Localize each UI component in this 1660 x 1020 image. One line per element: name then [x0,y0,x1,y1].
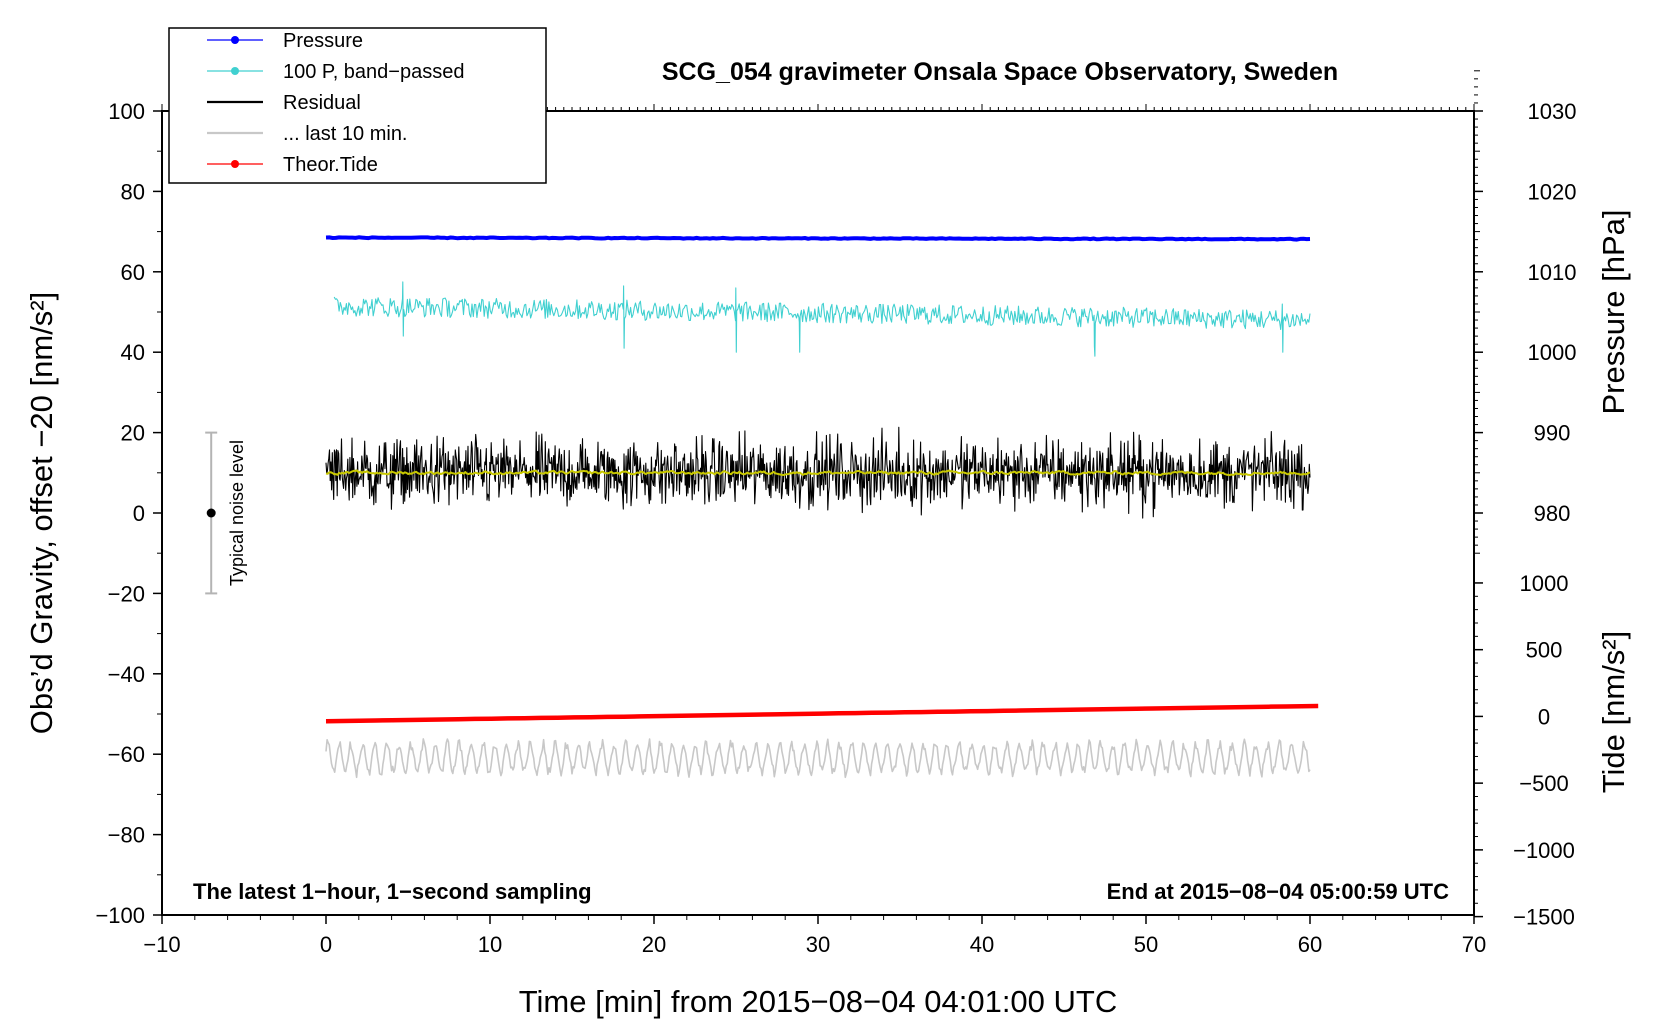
tide-tick-label: 1000 [1520,571,1569,596]
pressure-tick-label: 1030 [1528,99,1577,124]
y-tick-label: 100 [108,99,145,124]
plot-frame [161,110,1475,916]
x-tick-label: 60 [1298,932,1322,957]
x-tick-label: 50 [1134,932,1158,957]
legend: Pressure 100 P, band−passed Residual ... la… [168,27,547,184]
y-tick-label: 0 [133,501,145,526]
y-tick-label: 40 [121,340,145,365]
tide-tick-label: 500 [1526,638,1563,663]
pressure-tick-label: 980 [1534,501,1571,526]
pressure-tick-label: 1020 [1528,179,1577,204]
tide-tick-label: −1000 [1513,838,1575,863]
y-tick-label: −60 [108,742,145,767]
legend-label: Residual [283,92,361,114]
legend-label: 100 P, band−passed [283,61,464,83]
residual-line [325,426,1311,519]
y-tick-label: 20 [121,421,145,446]
pressure-tick-label: 1000 [1528,340,1577,365]
legend-marker [231,67,239,75]
x-tick-label: 20 [642,932,666,957]
note-bottom-right: End at 2015−08−04 05:00:59 UTC [1107,879,1450,904]
y-tick-label: −40 [108,662,145,687]
tide-tick-label: 0 [1538,704,1550,729]
x-tick-label: 40 [970,932,994,957]
y-tick-label: 80 [121,179,145,204]
y-axis-title-pressure: Pressure [hPa] [1596,209,1631,414]
y-tick-label: 60 [121,260,145,285]
tide-tick-label: −1500 [1513,905,1575,930]
noise-level-indicator: Typical noise level [205,431,247,595]
x-axis-title: Time [min] from 2015−08−04 04:01:00 UTC [519,984,1118,1019]
noise-bar-dot [206,508,216,518]
tide-tick-label: −500 [1519,771,1569,796]
y-tick-label: −100 [95,903,145,928]
x-tick-label: 70 [1462,932,1486,957]
y-tick-label: −80 [108,823,145,848]
note-bottom-left: The latest 1−hour, 1−second sampling [193,879,592,904]
legend-box [168,27,547,184]
y-tick-label: −20 [108,581,145,606]
y-axis-title-left: Obs’d Gravity, offset −20 [nm/s²] [24,292,59,735]
legend-marker [231,160,239,168]
y-axis-title-tide: Tide [nm/s²] [1596,631,1631,794]
chart-title: SCG_054 gravimeter Onsala Space Observat… [662,58,1338,86]
x-tick-label: 0 [320,932,332,957]
noise-bar-label: Typical noise level [227,440,247,586]
x-tick-label: −10 [143,932,180,957]
series-layer [325,235,1319,779]
legend-marker [231,36,239,44]
x-tick-label: 10 [478,932,502,957]
legend-label: Theor.Tide [283,154,378,176]
tide-line [325,703,1319,724]
residual-smoothed-line [325,469,1311,477]
band-passed-line [333,281,1311,357]
legend-label: Pressure [283,30,363,52]
pressure-line [325,235,1311,242]
ticks-layer: −10 0 10 20 30 40 50 60 70100806040200−20−40−60−… [95,70,1577,957]
pressure-tick-label: 1010 [1528,260,1577,285]
pressure-tick-label: 990 [1534,421,1571,446]
x-tick-label: 30 [806,932,830,957]
last-10-min-line [325,738,1311,779]
legend-label: ... last 10 min. [283,123,408,145]
